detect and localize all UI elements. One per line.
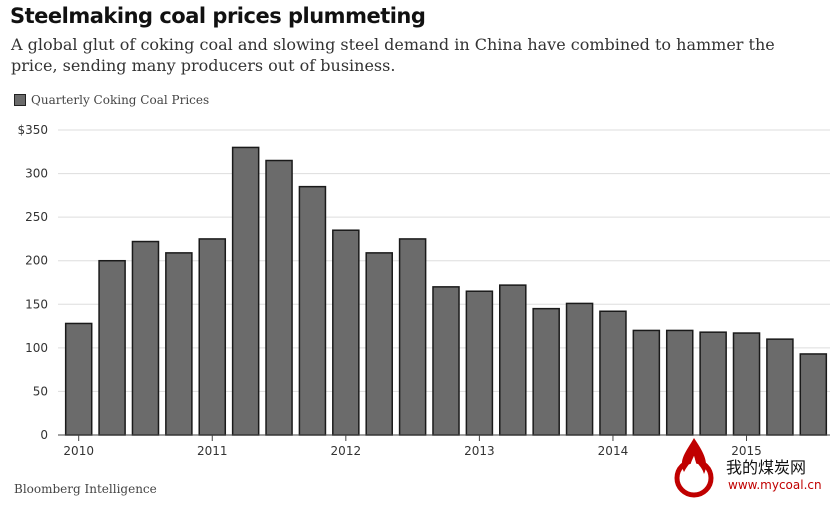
x-tick-label: 2015 (731, 444, 762, 458)
y-tick-label: 100 (25, 341, 48, 355)
chart-title: Steelmaking coal prices plummeting (10, 4, 426, 28)
legend-label: Quarterly Coking Coal Prices (31, 93, 210, 107)
bar (165, 252, 193, 436)
x-tick-label: 2014 (598, 444, 629, 458)
chart-subtitle: A global glut of coking coal and slowing… (11, 35, 775, 75)
watermark: 我的煤炭网 www.mycoal.cn (664, 434, 834, 498)
bar (332, 229, 360, 436)
bar (499, 284, 527, 436)
bar (766, 338, 794, 436)
bar (231, 146, 260, 436)
x-tick-label: 2012 (331, 444, 362, 458)
watermark-name: 我的煤炭网 (726, 458, 807, 477)
bar (432, 286, 460, 436)
source-note: Bloomberg Intelligence (14, 482, 157, 496)
bar (365, 252, 393, 436)
y-tick-label: 0 (40, 428, 48, 442)
bar (398, 238, 427, 436)
x-tick-label: 2011 (197, 444, 228, 458)
bar (98, 259, 126, 436)
y-tick-label: 50 (33, 384, 48, 398)
y-tick-label: 150 (25, 297, 48, 311)
bar (699, 331, 727, 436)
y-tick-label: 200 (25, 254, 48, 268)
bar (565, 302, 594, 436)
bar (732, 332, 761, 436)
y-tick-label: 300 (25, 167, 48, 181)
bar (64, 322, 93, 436)
watermark-url: www.mycoal.cn (728, 478, 822, 492)
legend: Quarterly Coking Coal Prices (14, 93, 209, 107)
y-tick-label: $350 (17, 123, 48, 137)
y-tick-label: 250 (25, 210, 48, 224)
bar (532, 307, 560, 436)
x-tick-label: 2010 (63, 444, 94, 458)
bar (131, 240, 160, 436)
bar (198, 238, 227, 436)
bar (599, 310, 627, 436)
bar (265, 159, 293, 436)
flame-logo-icon (674, 438, 714, 498)
bar (665, 329, 694, 436)
bar (465, 290, 494, 436)
bar (632, 329, 661, 436)
x-tick-label: 2013 (464, 444, 495, 458)
bar (298, 185, 327, 436)
bar (799, 353, 828, 436)
legend-swatch (14, 94, 26, 106)
